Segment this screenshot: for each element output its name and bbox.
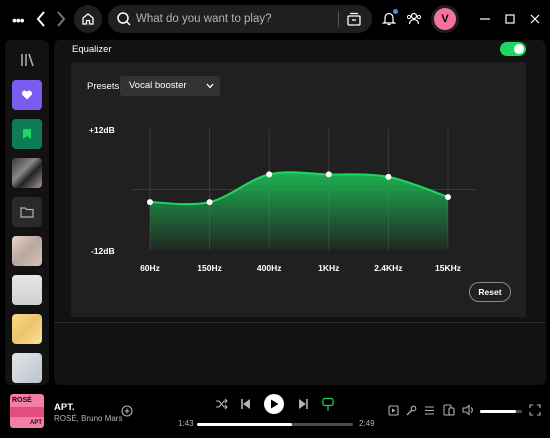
sidebar-item-liked-songs[interactable]	[12, 80, 42, 110]
track-artist[interactable]: ROSÉ, Bruno Mars	[54, 414, 123, 423]
section-divider	[54, 322, 546, 323]
db-min-label: -12dB	[91, 246, 115, 256]
connect-device-icon[interactable]	[443, 404, 455, 416]
track-title[interactable]: APT.	[54, 402, 75, 413]
volume-slider[interactable]	[480, 410, 522, 413]
notifications-button[interactable]	[381, 9, 398, 31]
notification-dot	[393, 9, 398, 14]
bell-icon	[381, 12, 397, 26]
volume-fill	[480, 410, 516, 413]
sidebar-item-playlist-2[interactable]	[12, 236, 42, 266]
home-button[interactable]	[74, 5, 102, 33]
equalizer-panel: Presets Vocal booster +12dB -12dB 60Hz 15…	[71, 62, 526, 317]
preset-dropdown[interactable]: Vocal booster	[120, 76, 220, 96]
sidebar-item-playlist-1[interactable]	[12, 158, 42, 188]
cover-stripe	[10, 407, 44, 417]
equalizer-graph[interactable]	[71, 62, 526, 317]
bookmark-icon	[23, 129, 31, 139]
back-arrow-icon[interactable]	[34, 9, 48, 29]
reset-button[interactable]: Reset	[469, 282, 511, 302]
next-icon[interactable]	[298, 398, 309, 410]
previous-icon[interactable]	[240, 398, 251, 410]
progress-fill	[197, 423, 293, 426]
sidebar-item-playlist-5[interactable]	[12, 353, 42, 383]
search-bar[interactable]	[108, 5, 372, 33]
heart-icon	[21, 90, 33, 100]
lyrics-icon[interactable]	[406, 405, 417, 416]
eq-freq-label: 2.4KHz	[374, 263, 403, 273]
preset-selected-value: Vocal booster	[129, 80, 187, 91]
player-bar: ROSÉ APT APT. ROSÉ, Bruno Mars 1:43 2:49	[0, 388, 550, 438]
top-bar: ••• V	[0, 0, 550, 38]
library-sidebar	[5, 40, 49, 385]
eq-band-handle-150hz[interactable]	[206, 199, 213, 206]
cover-text-top: ROSÉ	[12, 397, 32, 404]
fullscreen-icon[interactable]	[529, 404, 541, 416]
album-cover[interactable]: ROSÉ APT	[10, 394, 44, 428]
profile-button[interactable]: V	[431, 5, 459, 33]
friends-icon	[406, 12, 422, 25]
friend-activity-button[interactable]	[406, 11, 422, 31]
volume-icon[interactable]	[462, 404, 475, 416]
cover-text-bottom: APT	[30, 420, 42, 426]
play-button[interactable]	[264, 394, 284, 414]
time-current: 1:43	[178, 419, 194, 428]
avatar: V	[434, 8, 456, 30]
chevron-down-icon	[206, 83, 214, 89]
eq-band-handle-15khz[interactable]	[445, 194, 451, 201]
search-input[interactable]	[136, 9, 336, 29]
db-max-label: +12dB	[89, 125, 115, 135]
eq-band-handle-2.4khz[interactable]	[385, 173, 392, 180]
sidebar-item-your-episodes[interactable]	[12, 119, 42, 149]
equalizer-title: Equalizer	[72, 44, 112, 55]
home-icon	[82, 13, 94, 25]
library-icon[interactable]	[19, 52, 35, 68]
main-view: Equalizer Presets Vocal booster +12dB -1…	[54, 40, 546, 385]
eq-band-handle-60hz[interactable]	[147, 199, 153, 206]
queue-icon[interactable]	[424, 405, 435, 416]
menu-dots-icon[interactable]: •••	[12, 12, 25, 28]
eq-freq-label: 400Hz	[256, 263, 282, 273]
now-playing-view-icon[interactable]	[388, 405, 399, 416]
equalizer-curve-line	[149, 171, 449, 206]
equalizer-toggle[interactable]	[500, 42, 526, 56]
eq-freq-label: 60Hz	[140, 263, 160, 273]
presets-label: Presets	[87, 81, 120, 92]
close-icon[interactable]	[528, 12, 542, 26]
eq-band-handle-1khz[interactable]	[325, 171, 332, 178]
equalizer-curve-fill	[150, 172, 448, 250]
progress-bar[interactable]	[197, 423, 353, 426]
eq-freq-label: 150Hz	[197, 263, 222, 273]
maximize-icon[interactable]	[503, 12, 517, 26]
eq-band-handle-400hz[interactable]	[266, 171, 273, 178]
search-divider	[338, 11, 339, 27]
sidebar-item-playlist-3[interactable]	[12, 275, 42, 305]
eq-freq-label: 1KHz	[318, 263, 340, 273]
folder-icon	[20, 207, 34, 218]
sidebar-item-folder[interactable]	[12, 197, 42, 227]
play-icon	[270, 399, 278, 409]
browse-icon[interactable]	[346, 11, 362, 27]
sidebar-item-playlist-4[interactable]	[12, 314, 42, 344]
add-to-library-icon[interactable]	[121, 405, 133, 417]
repeat-icon[interactable]	[322, 397, 334, 411]
forward-arrow-icon[interactable]	[54, 9, 68, 29]
search-icon	[117, 12, 131, 26]
time-total: 2:49	[359, 419, 375, 428]
eq-freq-label: 15KHz	[435, 263, 461, 273]
minimize-icon[interactable]	[478, 12, 492, 26]
shuffle-icon[interactable]	[215, 398, 228, 410]
